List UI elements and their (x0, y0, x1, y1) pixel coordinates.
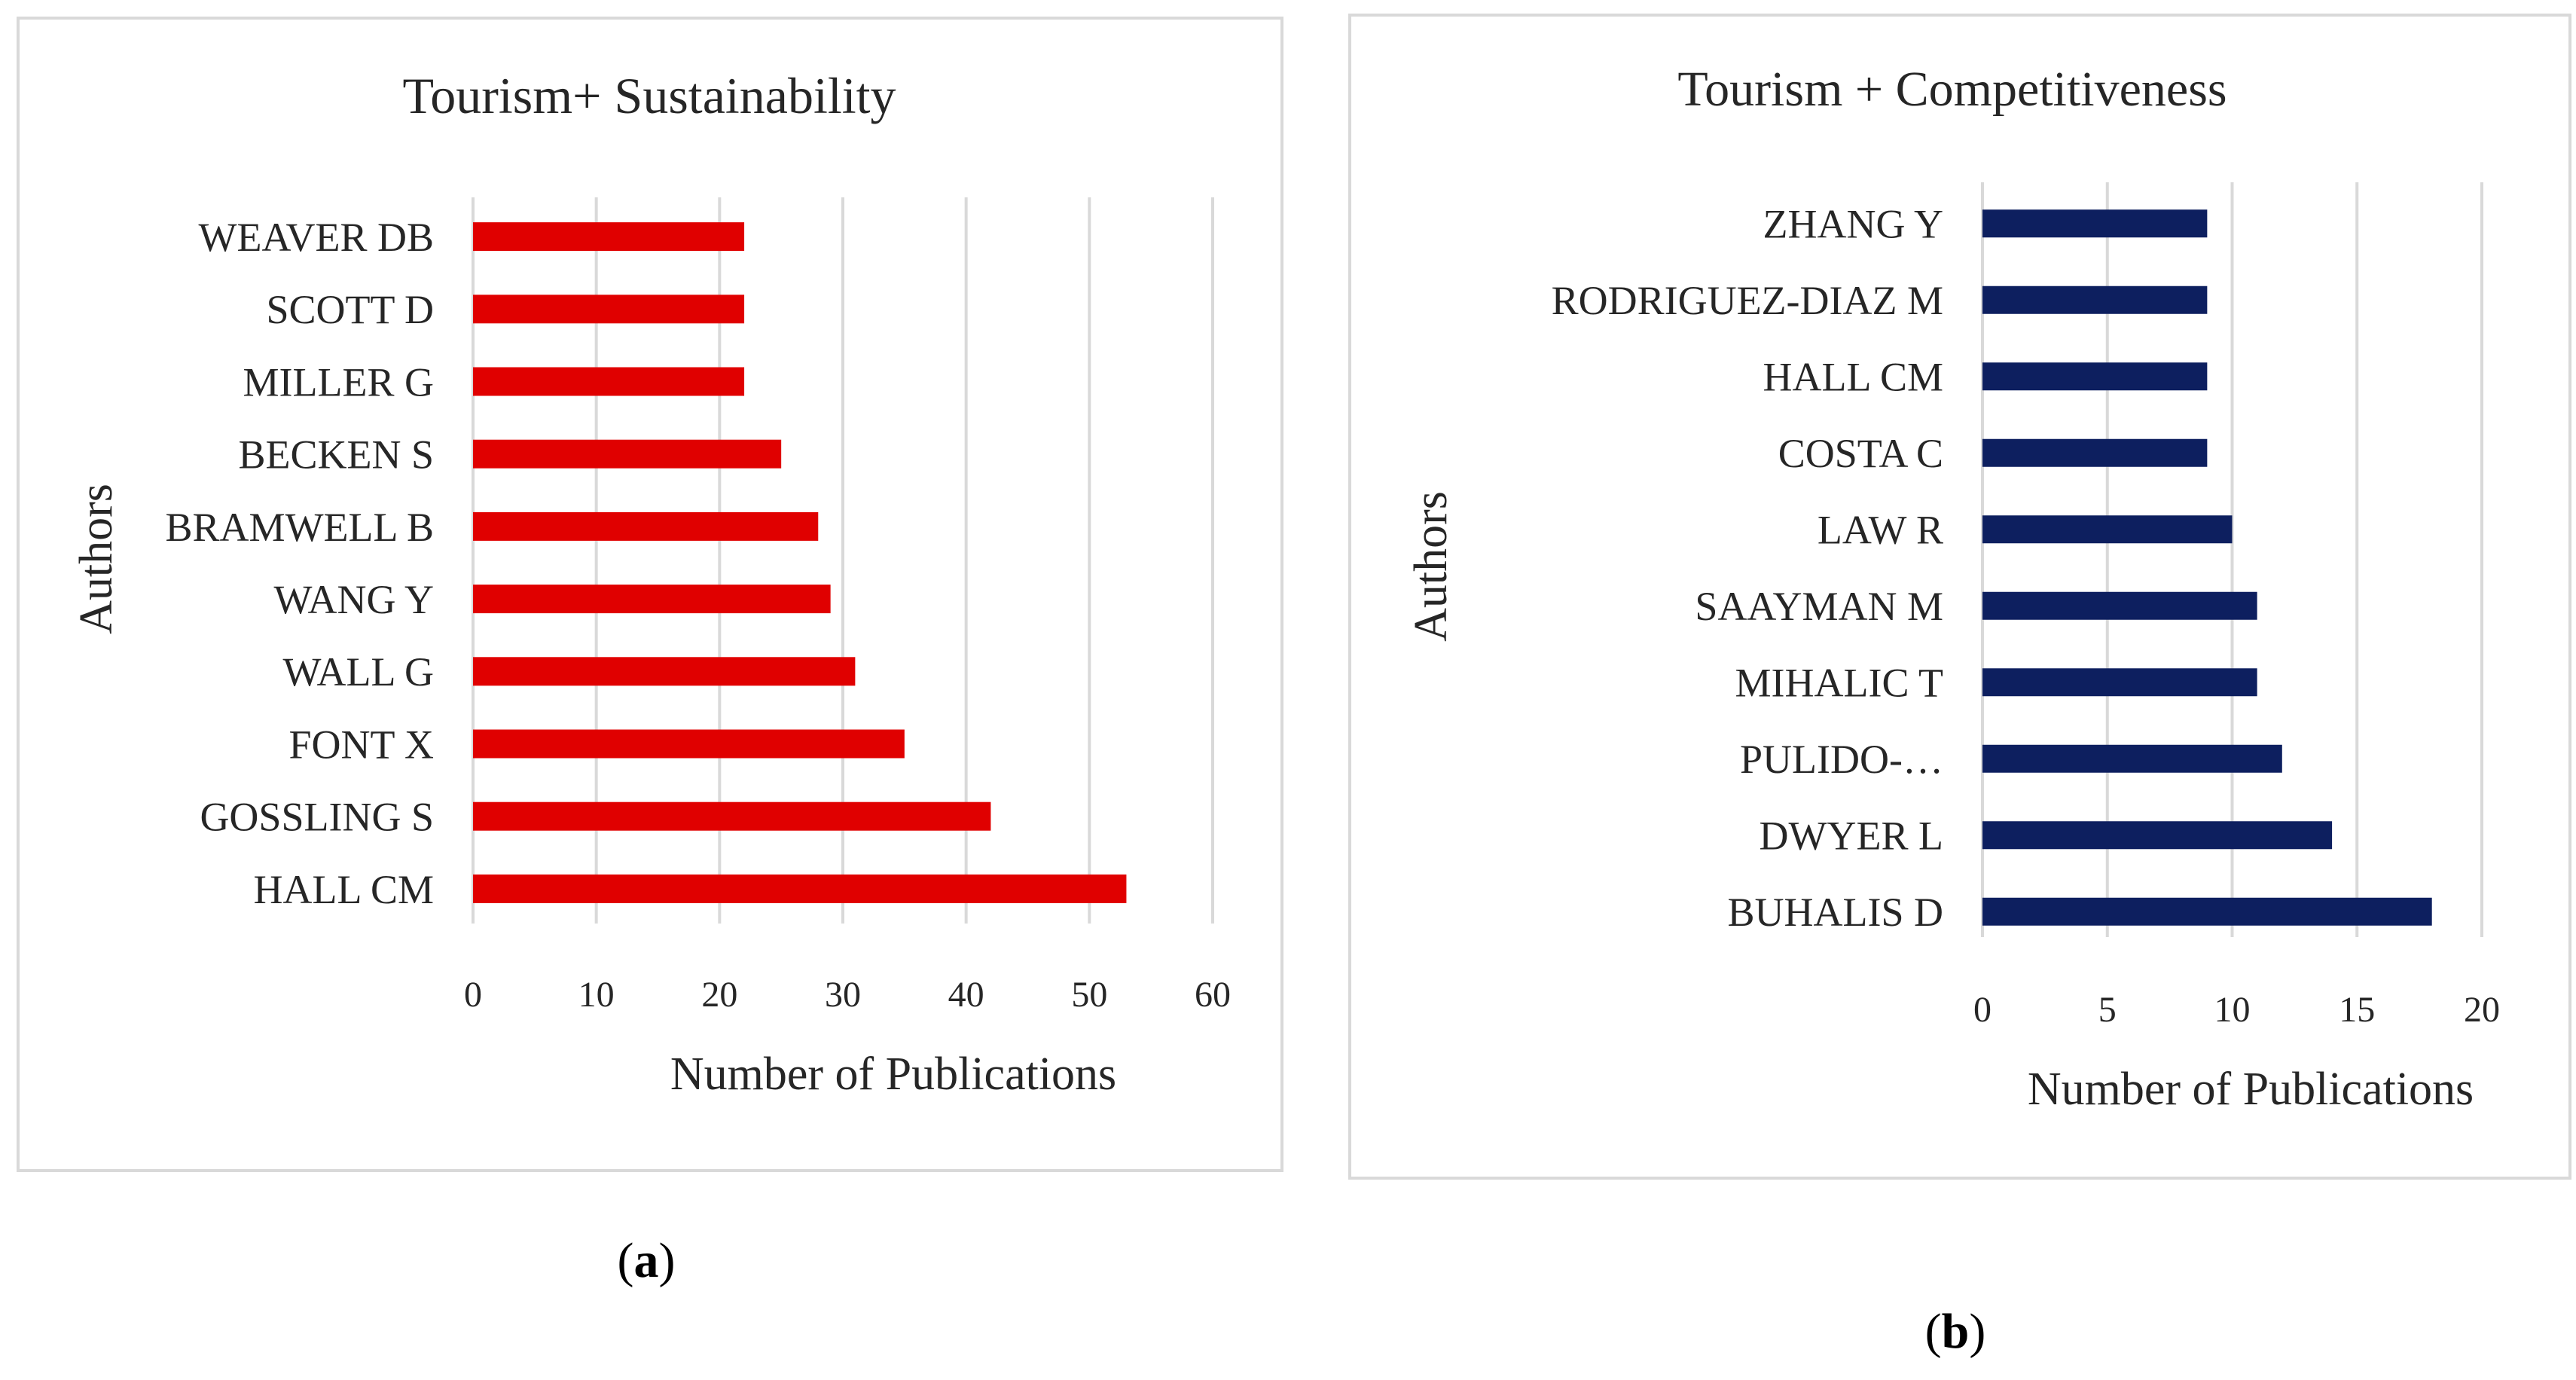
chart-b-title: Tourism + Competitiveness (1677, 62, 2227, 117)
chart-a-x-tick-label: 50 (1071, 975, 1107, 1015)
chart-b-bar (1982, 209, 2208, 238)
chart-a-y-axis-title: Authors (71, 484, 122, 634)
chart-a-category-label: BECKEN S (238, 432, 434, 478)
chart-b-bar (1982, 821, 2333, 850)
chart-a-category-label: FONT X (288, 722, 434, 767)
chart-b-bar (1982, 668, 2257, 697)
caption-b: (b) (1924, 1304, 1986, 1359)
chart-a-bar (473, 874, 1127, 903)
chart-b-bar (1982, 362, 2208, 391)
chart-a-bar (473, 729, 905, 759)
caption-a-letter: a (633, 1233, 659, 1288)
chart-b-frame (1348, 14, 2571, 1180)
chart-a-bar (473, 801, 991, 831)
chart-b-bar (1982, 897, 2432, 926)
chart-a-category-label: SCOTT D (266, 287, 434, 332)
chart-b-category-label: ZHANG Y (1763, 202, 1943, 247)
chart-a-category-label: WANG Y (274, 577, 434, 622)
chart-b-category-label: PULIDO-… (1740, 737, 1943, 782)
chart-a-x-tick-label: 60 (1195, 975, 1231, 1015)
chart-a-category-label: GOSSLING S (200, 795, 434, 840)
chart-b-x-tick-label: 15 (2339, 990, 2375, 1030)
chart-b-bar (1982, 285, 2208, 314)
chart-b-x-tick-label: 5 (2098, 990, 2117, 1030)
caption-a: (a) (617, 1233, 676, 1288)
chart-a-bar (473, 585, 831, 614)
chart-a-x-axis-title: Number of Publications (670, 1049, 1116, 1100)
chart-a-x-tick-label: 30 (825, 975, 861, 1015)
chart-b-y-axis-title: Authors (1406, 491, 1457, 642)
chart-a-x-tick-label: 0 (464, 975, 482, 1015)
caption-b-letter: b (1941, 1304, 1970, 1359)
chart-b-x-tick-label: 0 (1973, 990, 1992, 1030)
chart-b-x-tick-label: 10 (2214, 990, 2251, 1030)
chart-b-category-label: BUHALIS D (1727, 890, 1943, 935)
chart-a-category-label: MILLER G (243, 359, 434, 405)
chart-b-bar (1982, 515, 2233, 544)
chart-b-category-label: DWYER L (1760, 814, 1943, 859)
chart-a-bar (473, 295, 745, 324)
chart-b-category-label: MIHALIC T (1735, 661, 1944, 706)
chart-a-category-label: WALL G (283, 649, 434, 695)
chart-a-category-label: WEAVER DB (198, 215, 434, 260)
chart-b-bar (1982, 438, 2208, 467)
chart-a-bar (473, 222, 745, 252)
chart-b-x-axis-title: Number of Publications (2028, 1064, 2474, 1115)
chart-b-category-label: RODRIGUEZ-DIAZ M (1552, 278, 1943, 323)
chart-a-x-tick-label: 40 (948, 975, 984, 1015)
chart-a-bar (473, 439, 782, 469)
chart-b-category-label: COSTA C (1778, 431, 1943, 476)
chart-b-bar (1982, 744, 2282, 773)
chart-b-x-tick-label: 20 (2464, 990, 2500, 1030)
chart-a-category-label: HALL CM (254, 867, 435, 912)
chart-a-x-tick-label: 20 (701, 975, 737, 1015)
chart-a-x-tick-label: 10 (578, 975, 615, 1015)
chart-b-category-label: SAAYMAN M (1695, 584, 1943, 629)
chart-b-category-label: HALL CM (1763, 355, 1944, 400)
chart-b-category-label: LAW R (1818, 508, 1943, 553)
chart-a-category-label: BRAMWELL B (166, 505, 434, 550)
chart-a-bar (473, 511, 819, 541)
chart-a-bar (473, 367, 745, 396)
chart-a-title: Tourism+ Sustainability (402, 67, 896, 124)
chart-b-bar (1982, 591, 2257, 620)
chart-a-bar (473, 657, 856, 686)
